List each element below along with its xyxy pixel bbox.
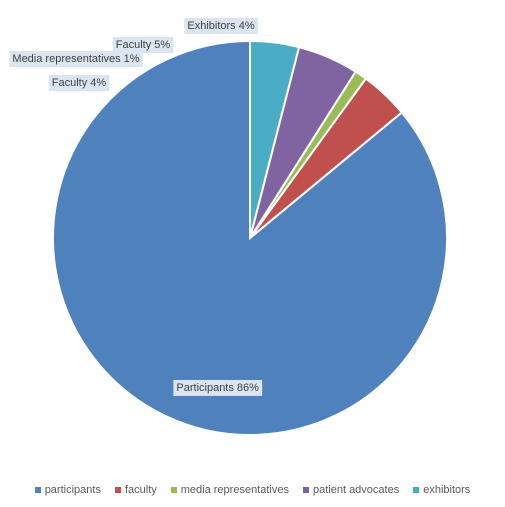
data-label-text: Faculty 4% [52, 77, 107, 89]
legend-item-patient-advocates: patient advocates [302, 484, 400, 496]
legend-swatch [34, 487, 41, 493]
data-label-text: Exhibitors 4% [187, 20, 254, 32]
legend-item-media-representatives: media representatives [170, 484, 289, 496]
legend-label: patient advocates [312, 484, 400, 496]
data-label-background [184, 18, 258, 34]
data-label-text: Faculty 5% [116, 39, 171, 51]
data-label-background [48, 75, 110, 91]
legend-swatch [114, 487, 121, 493]
legend-label: participants [44, 484, 101, 496]
legend-label: exhibitors [423, 484, 471, 496]
legend-label: media representatives [180, 484, 289, 496]
legend-item-participants: participants [34, 484, 101, 496]
legend-swatch [413, 487, 420, 493]
data-label-background [9, 51, 143, 67]
legend-item-exhibitors: exhibitors [413, 484, 470, 496]
data-label-exhibitors: Exhibitors 4% [184, 18, 258, 34]
data-label-text: Media representatives 1% [12, 53, 139, 65]
data-label-background [112, 37, 174, 53]
legend-swatch [170, 487, 177, 493]
legend-swatch [302, 487, 309, 493]
legend-label: faculty [124, 484, 157, 496]
pie-chart-plot: Participants 86% Faculty 4% Media represen… [9, 18, 448, 436]
chart-legend: participants faculty media representatives… [0, 484, 505, 496]
legend-item-faculty: faculty [114, 484, 157, 496]
data-label-background [173, 379, 263, 396]
data-label-patient-advocates: Faculty 5% [112, 37, 174, 53]
data-label-text: Participants 86% [176, 382, 259, 394]
data-label-media-representatives: Media representatives 1% [9, 51, 143, 67]
data-label-faculty: Faculty 4% [48, 75, 110, 91]
data-label-participants: Participants 86% [173, 379, 263, 396]
pie-slice-exhibitors [249, 39, 301, 239]
pie-slice-participants [52, 39, 448, 436]
